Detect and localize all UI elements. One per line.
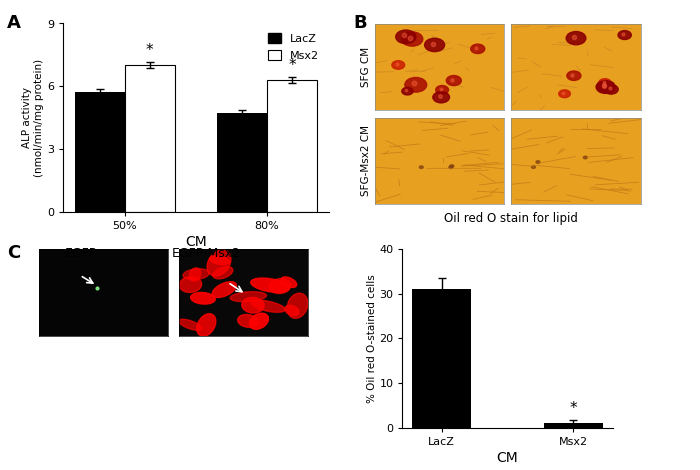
Circle shape: [405, 78, 427, 92]
Circle shape: [596, 80, 615, 93]
Circle shape: [395, 30, 416, 44]
Circle shape: [402, 87, 413, 95]
Polygon shape: [213, 266, 233, 279]
Polygon shape: [190, 268, 201, 281]
Text: EGFP: EGFP: [64, 247, 97, 260]
Bar: [125, 65, 175, 212]
Polygon shape: [179, 277, 202, 292]
Circle shape: [599, 78, 611, 87]
Polygon shape: [269, 279, 290, 294]
Circle shape: [583, 156, 587, 159]
Text: B: B: [354, 14, 367, 32]
Polygon shape: [207, 250, 231, 276]
Circle shape: [567, 71, 581, 80]
Y-axis label: ALP activity
(nmol/min/mg protein): ALP activity (nmol/min/mg protein): [22, 58, 44, 177]
Polygon shape: [249, 313, 269, 329]
Text: *: *: [146, 43, 153, 58]
Polygon shape: [238, 314, 258, 327]
Bar: [75, 93, 125, 212]
Polygon shape: [197, 313, 216, 337]
Circle shape: [433, 92, 449, 103]
Circle shape: [392, 61, 405, 69]
Circle shape: [596, 81, 615, 94]
Circle shape: [425, 38, 444, 52]
Y-axis label: % Oil red O-stained cells: % Oil red O-stained cells: [367, 274, 377, 403]
Bar: [217, 113, 267, 212]
Text: SFG-Msx2 CM: SFG-Msx2 CM: [361, 125, 371, 196]
Text: SFG CM: SFG CM: [361, 47, 371, 87]
Polygon shape: [230, 292, 267, 302]
Polygon shape: [190, 292, 216, 304]
Circle shape: [559, 90, 570, 98]
Polygon shape: [209, 256, 230, 265]
X-axis label: CM: CM: [496, 451, 519, 465]
Bar: [544, 423, 603, 428]
Circle shape: [470, 44, 485, 54]
Polygon shape: [241, 298, 264, 313]
Circle shape: [536, 161, 540, 163]
Circle shape: [604, 85, 618, 94]
Text: C: C: [7, 244, 20, 262]
Circle shape: [618, 31, 631, 39]
Text: A: A: [7, 14, 21, 32]
Bar: [412, 290, 471, 428]
Circle shape: [531, 166, 536, 168]
Text: *: *: [570, 401, 577, 416]
Circle shape: [450, 164, 454, 167]
Polygon shape: [281, 277, 297, 288]
Circle shape: [447, 76, 461, 86]
X-axis label: CM: CM: [185, 235, 207, 249]
Polygon shape: [285, 306, 299, 316]
Bar: [267, 80, 317, 212]
Polygon shape: [183, 269, 209, 280]
Text: *: *: [288, 58, 296, 72]
Circle shape: [419, 166, 424, 168]
Polygon shape: [212, 282, 237, 298]
Polygon shape: [178, 319, 202, 330]
Legend: LacZ, Msx2: LacZ, Msx2: [263, 29, 323, 65]
Circle shape: [402, 32, 423, 46]
Circle shape: [566, 31, 586, 45]
Text: Oil red O stain for lipid: Oil red O stain for lipid: [444, 212, 578, 226]
Polygon shape: [251, 278, 289, 292]
Circle shape: [449, 166, 453, 169]
Polygon shape: [251, 300, 286, 312]
Text: EGFP-Msx2: EGFP-Msx2: [172, 247, 241, 260]
Circle shape: [435, 86, 449, 94]
Polygon shape: [287, 293, 308, 318]
